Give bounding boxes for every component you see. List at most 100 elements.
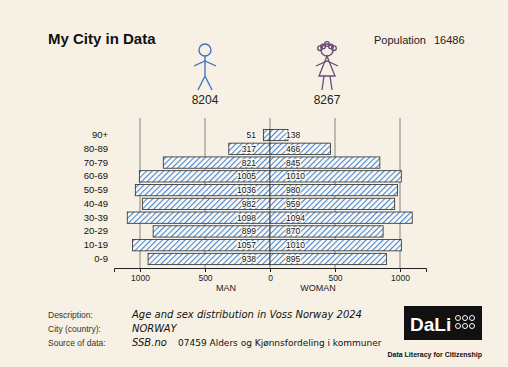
data-label: 1010: [286, 171, 305, 181]
tick: 1000: [131, 268, 150, 283]
bar: [263, 129, 270, 140]
tick-label: 70-79: [84, 157, 108, 168]
tick-label: 50-59: [84, 184, 108, 195]
data-label: 895: [286, 254, 300, 264]
data-label: 1098: [237, 213, 256, 223]
bar: [270, 184, 397, 195]
data-labels: 938 1057 899 1098 982 1036 1005 821 317 51 895 1010…: [237, 130, 305, 264]
tick: 80-89: [84, 143, 108, 154]
tick: 50-59: [84, 184, 108, 195]
dress: [319, 56, 335, 76]
bar: [270, 253, 386, 264]
logo-dot: [463, 316, 468, 321]
tick-mark: [335, 268, 336, 272]
tick-label: 60-69: [84, 170, 108, 181]
logo-name: DaLi: [410, 314, 451, 335]
bar: [270, 212, 412, 223]
left-value-axis: 05001000: [115, 268, 274, 283]
tick: 20-29: [84, 225, 108, 236]
tick-label: 1000: [391, 273, 410, 283]
tick-label: 500: [198, 273, 212, 283]
background: [0, 0, 508, 367]
data-label: 51: [247, 130, 257, 140]
title: My City in Data: [48, 30, 156, 47]
tick: 90+: [92, 129, 109, 140]
data-label: 1036: [237, 185, 256, 195]
category-axis: 0-9 10-19 20-29 30-39 40-49 50-59 60-69 70-79 80…: [84, 129, 109, 264]
data-label: 466: [286, 144, 300, 154]
data-label: 899: [242, 226, 256, 236]
tick: 70-79: [84, 157, 108, 168]
head: [199, 44, 211, 56]
logo-dot: [456, 324, 461, 329]
data-label: 870: [286, 226, 300, 236]
data-label: 1005: [237, 171, 256, 181]
bar: [139, 171, 270, 182]
tick: 500: [198, 268, 212, 283]
data-label: 317: [242, 144, 256, 154]
data-label: 1010: [286, 240, 305, 250]
bar: [270, 240, 401, 251]
footer-value: Age and sex distribution in Voss Norway …: [131, 309, 362, 320]
logo-dot: [456, 316, 461, 321]
logo-dot: [463, 324, 468, 329]
data-label: 959: [286, 199, 300, 209]
data-label: 1057: [237, 240, 256, 250]
arms: [316, 61, 338, 66]
tick-mark: [205, 268, 206, 272]
bar: [135, 184, 270, 195]
data-label: 1094: [286, 213, 305, 223]
logo-box: [404, 306, 482, 340]
tick: 0-9: [94, 253, 108, 264]
bar: [127, 212, 270, 223]
population-value: 16486: [434, 34, 465, 46]
tick-label: 30-39: [84, 212, 108, 223]
tick-mark: [400, 268, 401, 272]
tick-label: 20-29: [84, 225, 108, 236]
hair: [332, 46, 337, 51]
bar: [270, 226, 383, 237]
woman-figure: [316, 42, 338, 90]
series-total: 8204: [192, 93, 219, 107]
tick-label: 90+: [92, 129, 109, 140]
data-label: 980: [286, 185, 300, 195]
bars: [127, 129, 412, 264]
data-label: 821: [242, 158, 256, 168]
tick-label: 80-89: [84, 143, 108, 154]
tick-label: 500: [328, 273, 342, 283]
logo-dot: [470, 324, 475, 329]
axis-line: [115, 269, 271, 273]
series-name: MAN: [216, 283, 236, 293]
bar: [229, 143, 270, 154]
data-label: 982: [242, 199, 256, 209]
tick: 40-49: [84, 198, 108, 209]
data-label: 845: [286, 158, 300, 168]
tick-label: 10-19: [84, 239, 108, 250]
series-total: 8267: [314, 93, 341, 107]
tick: 30-39: [84, 212, 108, 223]
right-value-axis: 500 1000: [271, 268, 427, 283]
tick: 500: [328, 268, 342, 283]
arms: [194, 61, 216, 66]
tick: 60-69: [84, 170, 108, 181]
legs: [322, 76, 332, 90]
tick-label: 0-9: [94, 253, 108, 264]
footer-value: SSB.no: [132, 337, 167, 348]
footer-label: City (country):: [48, 324, 101, 334]
tick-label: 1000: [131, 273, 150, 283]
data-label: 138: [286, 130, 300, 140]
footer-label: Description:: [48, 310, 93, 320]
bar: [153, 226, 270, 237]
footer-value: NORWAY: [132, 323, 178, 334]
data-label: 938: [242, 254, 256, 264]
footer-label: Source of data:: [48, 338, 106, 348]
tick-mark: [140, 268, 141, 272]
bar: [163, 157, 270, 168]
chart: My City in Data Population 16486 8204 8267 93…: [0, 0, 508, 367]
tick: 10-19: [84, 239, 108, 250]
bar: [148, 253, 270, 264]
axis-line: [271, 269, 427, 273]
population-label: Population: [374, 34, 426, 46]
bar: [270, 171, 401, 182]
man-figure: [194, 44, 216, 90]
